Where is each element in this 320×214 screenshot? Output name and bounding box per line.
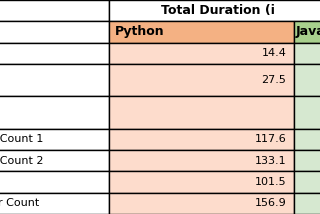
Bar bbox=[109, 171, 294, 193]
Text: 117.6: 117.6 bbox=[255, 134, 286, 144]
Bar bbox=[0, 193, 109, 214]
Bar bbox=[109, 0, 320, 21]
Text: Java: Java bbox=[296, 25, 320, 39]
Bar bbox=[294, 193, 320, 214]
Bar bbox=[294, 150, 320, 171]
Text: 101.5: 101.5 bbox=[255, 177, 286, 187]
Bar bbox=[0, 0, 109, 21]
Text: 14.4: 14.4 bbox=[261, 48, 286, 58]
Bar bbox=[109, 193, 294, 214]
Bar bbox=[0, 171, 109, 193]
Bar bbox=[294, 43, 320, 64]
Text: Total Duration (i: Total Duration (i bbox=[161, 4, 275, 17]
Bar bbox=[294, 64, 320, 96]
Bar bbox=[294, 96, 320, 129]
Bar bbox=[0, 43, 109, 64]
Bar bbox=[109, 64, 294, 96]
Bar bbox=[109, 43, 294, 64]
Bar bbox=[109, 96, 294, 129]
Bar bbox=[294, 21, 320, 43]
Bar bbox=[0, 129, 109, 150]
Bar bbox=[0, 96, 109, 129]
Bar bbox=[109, 129, 294, 150]
Text: 156.9: 156.9 bbox=[255, 198, 286, 208]
Bar bbox=[109, 21, 294, 43]
Text: 27.5: 27.5 bbox=[261, 75, 286, 85]
Bar bbox=[0, 64, 109, 96]
Text: Python: Python bbox=[115, 25, 165, 39]
Text: 133.1: 133.1 bbox=[255, 156, 286, 166]
Bar bbox=[109, 150, 294, 171]
Bar bbox=[294, 171, 320, 193]
Bar bbox=[294, 129, 320, 150]
Text: with Char Count: with Char Count bbox=[0, 198, 39, 208]
Text: ing Char Count 2: ing Char Count 2 bbox=[0, 156, 43, 166]
Bar bbox=[0, 150, 109, 171]
Bar bbox=[0, 21, 109, 43]
Text: ing Char Count 1: ing Char Count 1 bbox=[0, 134, 43, 144]
